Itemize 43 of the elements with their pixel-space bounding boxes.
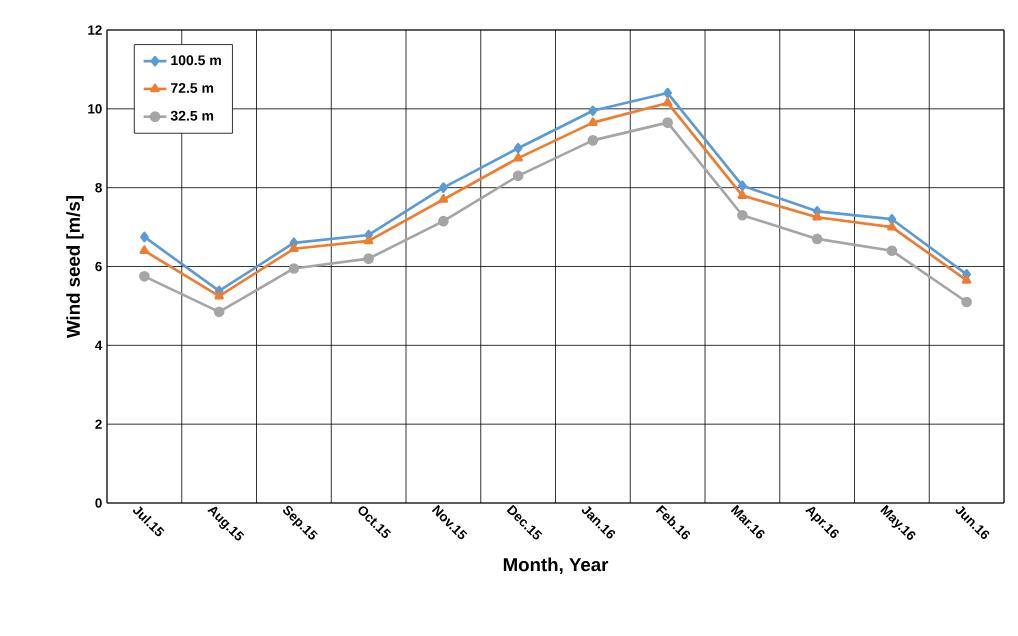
y-tick-label: 0 xyxy=(95,498,102,508)
point xyxy=(587,135,599,146)
y-tick-label: 4 xyxy=(95,340,103,350)
point xyxy=(363,235,374,245)
point xyxy=(213,306,225,318)
point xyxy=(512,170,524,182)
point xyxy=(887,221,897,231)
point xyxy=(663,87,672,99)
y-axis-title: Wind seed [m/s] xyxy=(66,196,84,338)
legend-label: 100.5 m xyxy=(171,55,221,66)
point xyxy=(513,152,523,162)
y-tick-label: 6 xyxy=(95,261,102,272)
y-tick-label: 2 xyxy=(95,419,102,429)
point xyxy=(363,253,374,264)
point xyxy=(887,213,897,225)
point xyxy=(288,263,300,274)
y-tick-label: 10 xyxy=(88,104,102,114)
point xyxy=(588,105,598,117)
legend-label: 32.5 m xyxy=(170,110,214,121)
point xyxy=(737,190,748,199)
point xyxy=(886,245,898,257)
point xyxy=(438,215,449,227)
point xyxy=(738,180,747,192)
point xyxy=(438,194,449,203)
y-tick-label: 12 xyxy=(88,25,102,35)
y-tick-label: 8 xyxy=(95,182,102,193)
point xyxy=(812,211,822,221)
point xyxy=(139,245,150,255)
point xyxy=(140,231,149,243)
point xyxy=(662,97,673,107)
point xyxy=(961,296,972,308)
x-axis-title: Month, Year xyxy=(503,557,609,574)
point xyxy=(139,271,150,282)
point xyxy=(588,117,598,126)
point xyxy=(289,243,299,253)
point xyxy=(439,182,448,193)
legend-label: 72.5 m xyxy=(171,83,214,93)
point xyxy=(961,274,972,284)
point xyxy=(513,142,523,154)
point xyxy=(214,290,224,300)
point xyxy=(662,117,673,128)
point xyxy=(737,209,748,221)
point xyxy=(811,233,823,245)
